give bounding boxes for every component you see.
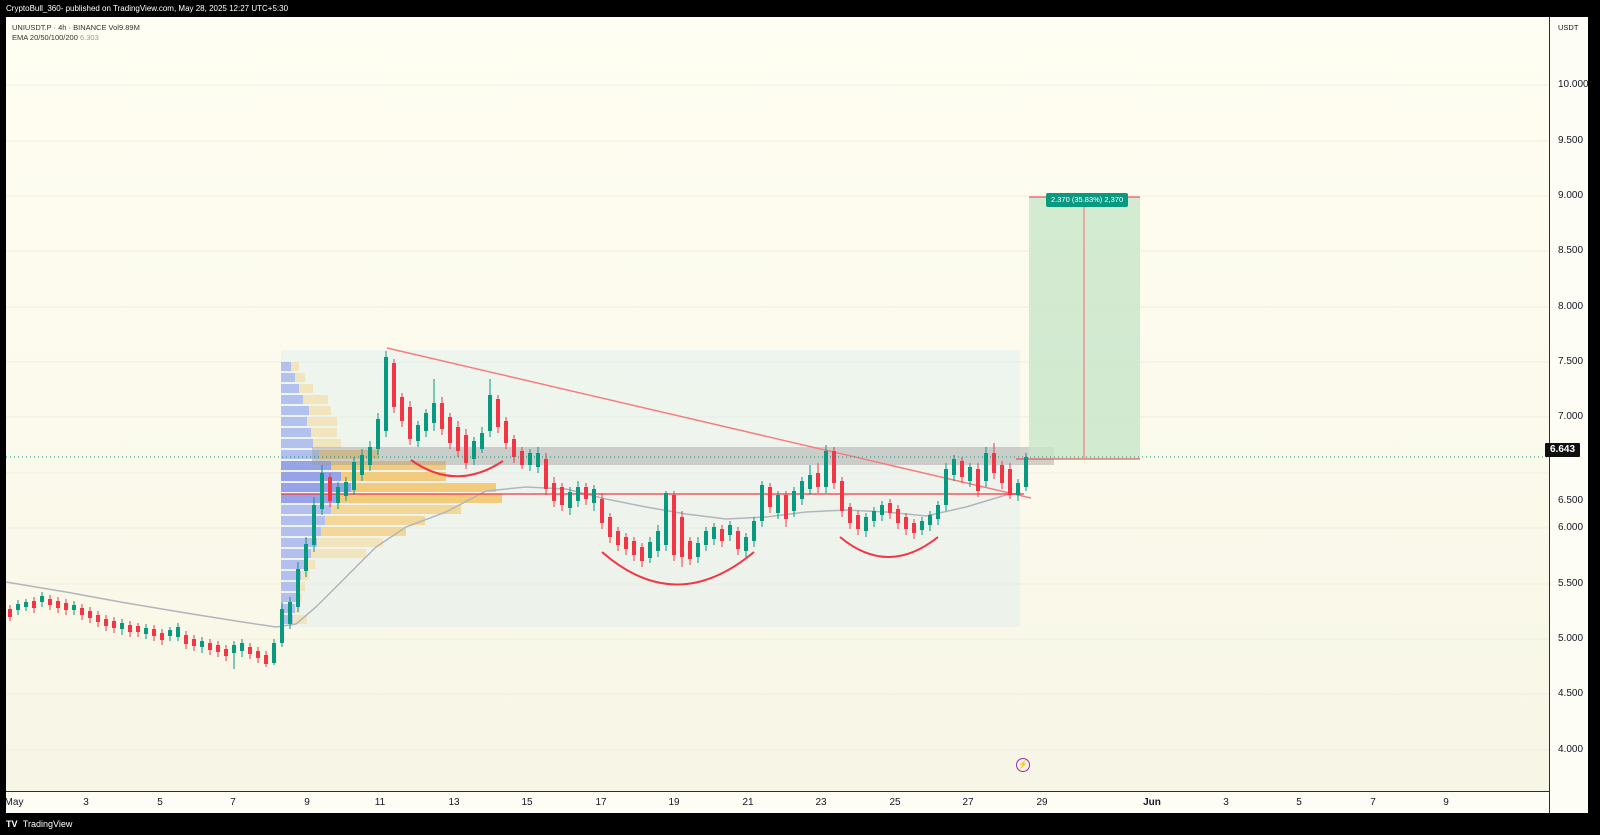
- time-tick: 11: [374, 797, 386, 808]
- grid: [6, 84, 1549, 751]
- time-axis[interactable]: May 3 5 7 9 11 13 15 17 19 21 23 25 27 2…: [6, 791, 1549, 813]
- ema-legend: EMA 20/50/100/200 6.303: [12, 33, 99, 42]
- price-tick: 4.000: [1558, 744, 1584, 755]
- price-tick: 10.000: [1558, 79, 1588, 90]
- candlesticks: [8, 351, 1028, 669]
- time-tick: 23: [815, 797, 827, 808]
- price-tick: 8.000: [1558, 301, 1584, 312]
- time-tick: 15: [521, 797, 533, 808]
- ema-label: EMA 20/50/100/200: [12, 33, 78, 42]
- time-tick: Jun: [1143, 797, 1161, 808]
- price-tick: 9.500: [1558, 135, 1584, 146]
- plot-area[interactable]: UNIUSDT.P · 4h · BINANCE Vol9.89M EMA 20…: [6, 17, 1549, 791]
- time-tick: 7: [230, 797, 236, 808]
- volume-profile: [281, 362, 502, 624]
- chart-svg[interactable]: [6, 17, 1549, 791]
- tradingview-brand[interactable]: TradingView: [22, 819, 73, 829]
- time-tick: 13: [448, 797, 460, 808]
- time-tick: 25: [889, 797, 901, 808]
- tradingview-logo-icon[interactable]: TV: [6, 819, 18, 829]
- time-tick: 5: [157, 797, 163, 808]
- cup-arc-2: [601, 551, 755, 586]
- lightning-icon[interactable]: ⚡: [1016, 758, 1030, 772]
- time-tick: May: [6, 797, 24, 808]
- price-tick: 5.000: [1558, 633, 1584, 644]
- current-price-label: 6.643: [1545, 443, 1580, 457]
- cup-arc-1: [410, 459, 504, 478]
- price-tick: 6.500: [1558, 495, 1584, 506]
- price-tick: 6.000: [1558, 522, 1584, 533]
- time-tick: 9: [1443, 797, 1449, 808]
- time-tick: 29: [1036, 797, 1048, 808]
- time-tick: 27: [962, 797, 974, 808]
- time-tick: 21: [742, 797, 754, 808]
- price-axis[interactable]: USDT 10.000 9.500 9.000 8.500 8.000 7.50…: [1549, 17, 1588, 813]
- price-tick: 9.000: [1558, 190, 1584, 201]
- descending-trendline: [386, 347, 1032, 499]
- time-tick: 17: [595, 797, 607, 808]
- price-axis-unit: USDT: [1558, 23, 1579, 32]
- resistance-zone: [312, 447, 1054, 465]
- price-tick: 4.500: [1558, 688, 1584, 699]
- price-tick: 8.500: [1558, 245, 1584, 256]
- ema-value: 6.303: [79, 33, 99, 42]
- publish-line: CryptoBull_360- published on TradingView…: [6, 4, 289, 13]
- symbol-legend: UNIUSDT.P · 4h · BINANCE Vol9.89M: [12, 23, 140, 32]
- target-label[interactable]: 2.370 (35.83%) 2,370: [1046, 193, 1129, 207]
- time-tick: 7: [1370, 797, 1376, 808]
- time-tick: 9: [304, 797, 310, 808]
- chart-frame[interactable]: UNIUSDT.P · 4h · BINANCE Vol9.89M EMA 20…: [6, 17, 1588, 813]
- footer-bar: TV TradingView: [0, 813, 1600, 835]
- time-tick: 19: [668, 797, 680, 808]
- cup-arc-3: [839, 536, 939, 558]
- time-tick: 3: [1223, 797, 1229, 808]
- price-tick: 5.500: [1558, 578, 1584, 589]
- price-tick: 7.500: [1558, 356, 1584, 367]
- time-tick: 5: [1296, 797, 1302, 808]
- publish-header: CryptoBull_360- published on TradingView…: [0, 0, 1600, 17]
- price-tick: 7.000: [1558, 411, 1584, 422]
- time-tick: 3: [83, 797, 89, 808]
